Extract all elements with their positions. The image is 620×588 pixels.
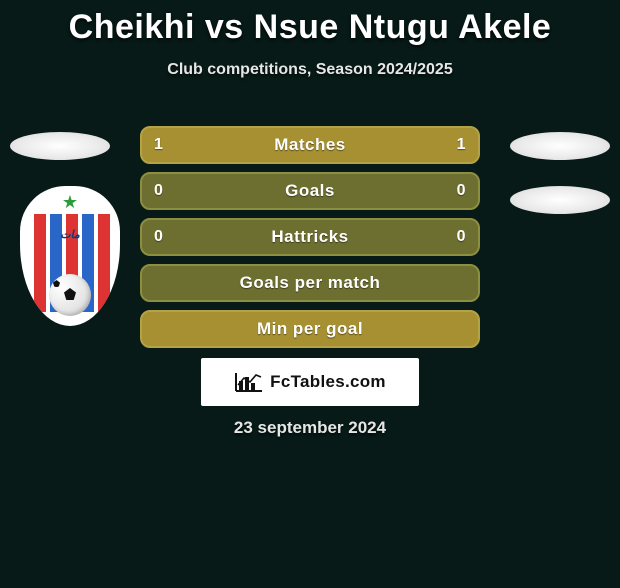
stat-label: Goals <box>285 181 335 201</box>
stat-left-value: 0 <box>154 228 163 246</box>
club-script: مات <box>60 228 80 241</box>
stripe <box>98 214 110 312</box>
soccer-ball-icon <box>49 274 91 316</box>
stripe <box>34 214 46 312</box>
date-stamp: 23 september 2024 <box>234 418 386 438</box>
page-title: Cheikhi vs Nsue Ntugu Akele <box>0 8 620 47</box>
stat-row: 0 Hattricks 0 <box>140 218 480 256</box>
stat-row: Goals per match <box>140 264 480 302</box>
stat-left-value: 1 <box>154 136 163 154</box>
club-badge-left: ★ مات <box>20 186 120 326</box>
stat-row: 0 Goals 0 <box>140 172 480 210</box>
stat-right-value: 0 <box>457 182 466 200</box>
stat-row: 1 Matches 1 <box>140 126 480 164</box>
brand-box[interactable]: FcTables.com <box>201 358 419 406</box>
stat-label: Goals per match <box>240 273 381 293</box>
page-subtitle: Club competitions, Season 2024/2025 <box>0 61 620 79</box>
stat-label: Hattricks <box>271 227 348 247</box>
bar-chart-icon <box>234 371 264 393</box>
club-shield: ★ مات <box>20 186 120 326</box>
player-badge-right-placeholder-1 <box>510 132 610 160</box>
stats-rows: 1 Matches 1 0 Goals 0 0 Hattricks 0 Goals per mat… <box>140 126 480 348</box>
stat-right-value: 0 <box>457 228 466 246</box>
player-badge-right-placeholder-2 <box>510 186 610 214</box>
stat-row: Min per goal <box>140 310 480 348</box>
brand-label: FcTables.com <box>270 372 386 392</box>
stat-label: Matches <box>274 135 346 155</box>
stat-left-value: 0 <box>154 182 163 200</box>
stat-right-value: 1 <box>457 136 466 154</box>
player-badge-left-placeholder <box>10 132 110 160</box>
stat-label: Min per goal <box>257 319 363 339</box>
star-icon: ★ <box>62 192 78 213</box>
